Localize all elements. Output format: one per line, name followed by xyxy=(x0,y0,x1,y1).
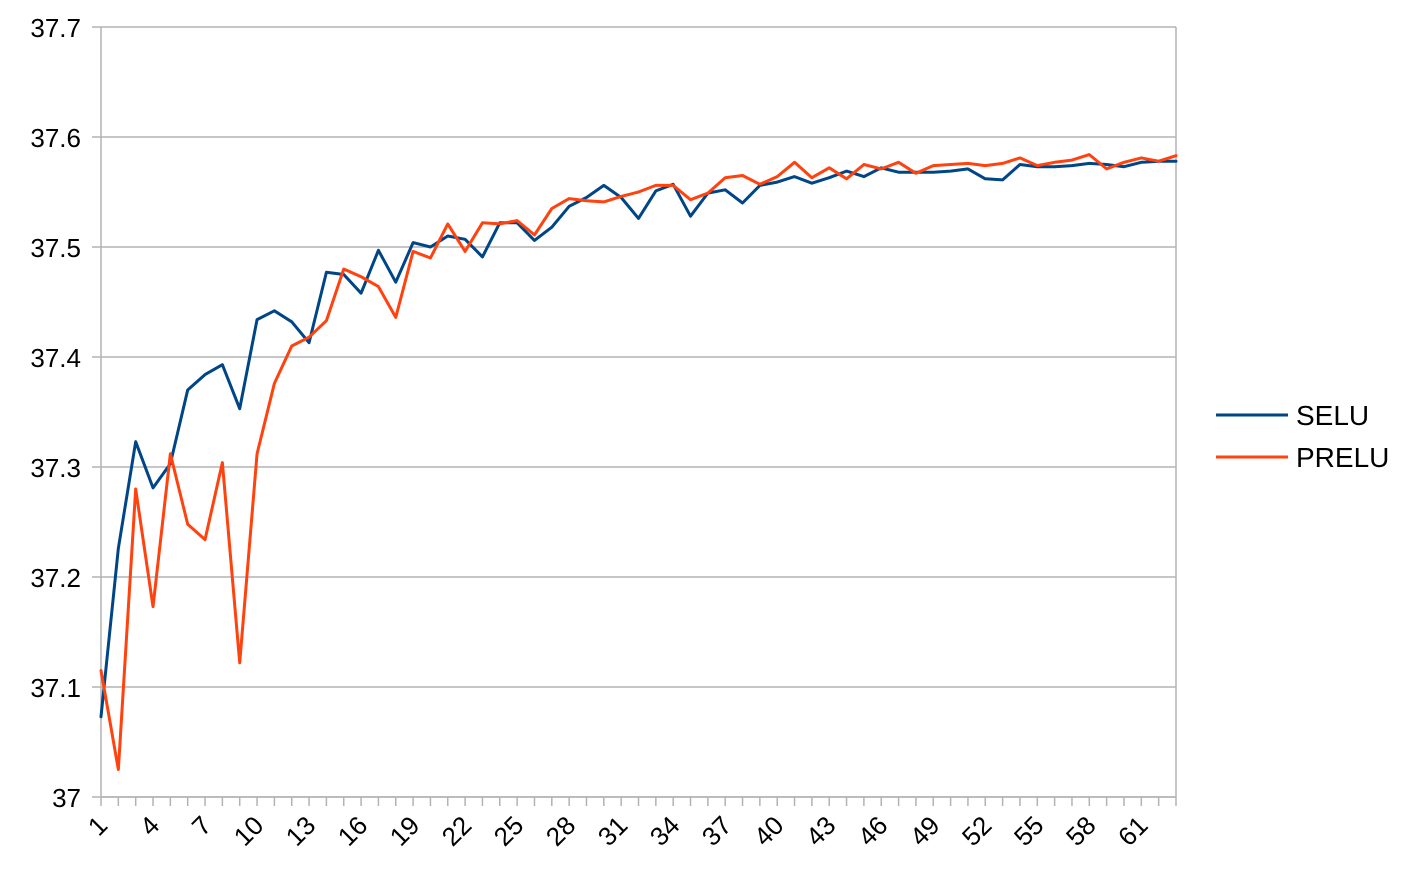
x-tick-label: 4 xyxy=(134,810,165,841)
y-tick-label: 37.4 xyxy=(30,343,81,373)
x-tick-labels: 1 4 7 10 13 16 19 22 25 28 31 34 37 40 43 46 49 52 55 58 61 xyxy=(82,810,1154,852)
gridlines xyxy=(101,26,1176,798)
y-tick-label: 37.5 xyxy=(30,233,81,263)
x-tick-label: 55 xyxy=(1008,810,1050,852)
axes xyxy=(92,26,1177,806)
x-tick-label: 7 xyxy=(186,810,217,841)
x-tick-label: 43 xyxy=(800,810,842,852)
y-tick-label: 37.3 xyxy=(30,453,81,483)
y-tick-label: 37 xyxy=(52,783,81,813)
x-tick-label: 34 xyxy=(644,810,686,852)
x-tick-label: 10 xyxy=(228,810,270,852)
x-tick-label: 1 xyxy=(82,810,113,841)
x-tick-label: 16 xyxy=(332,810,374,852)
y-tick-labels: 37 37.1 37.2 37.3 37.4 37.5 37.6 37.7 xyxy=(30,13,81,813)
legend: SELU PRELU xyxy=(1216,400,1389,473)
y-tick-label: 37.1 xyxy=(30,673,81,703)
x-tick-label: 13 xyxy=(280,810,322,852)
x-tick-label: 46 xyxy=(852,810,894,852)
x-tick-label: 61 xyxy=(1112,810,1154,852)
series-lines xyxy=(99,153,1178,771)
x-tick-label: 52 xyxy=(956,810,998,852)
series-line-prelu xyxy=(99,153,1178,771)
x-tick-label: 37 xyxy=(696,810,738,852)
y-tick-label: 37.6 xyxy=(30,123,81,153)
x-tick-label: 19 xyxy=(384,810,426,852)
x-tick-label: 25 xyxy=(488,810,530,852)
series-line-selu xyxy=(99,159,1178,719)
x-tick-label: 49 xyxy=(904,810,946,852)
x-tick-label: 22 xyxy=(436,810,478,852)
x-tick-label: 28 xyxy=(540,810,582,852)
legend-label-selu: SELU xyxy=(1296,400,1369,431)
x-tick-label: 31 xyxy=(592,810,634,852)
legend-label-prelu: PRELU xyxy=(1296,442,1389,473)
y-tick-label: 37.7 xyxy=(30,13,81,43)
x-tick-label: 40 xyxy=(748,810,790,852)
x-tick-label: 58 xyxy=(1060,810,1102,852)
y-tick-label: 37.2 xyxy=(30,563,81,593)
